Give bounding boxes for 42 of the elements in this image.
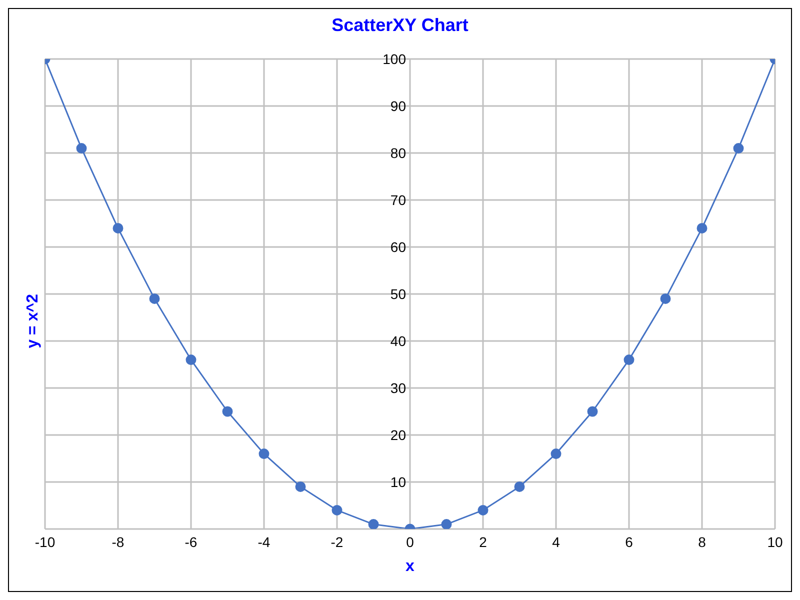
point (258, 448, 270, 460)
point (660, 293, 671, 304)
point (112, 222, 124, 234)
y-tick-label: 70 (390, 192, 406, 208)
x-axis-title: x (406, 558, 415, 575)
point (368, 519, 379, 529)
y-tick-label: 10 (390, 474, 406, 490)
y-tick-label: 30 (390, 380, 406, 396)
x-tick-label: -10 (34, 534, 56, 550)
x-tick-label: -6 (184, 534, 198, 550)
point (332, 504, 342, 516)
x-tick-label: 2 (479, 534, 488, 550)
point (550, 448, 562, 460)
point (587, 406, 598, 417)
y-tick-label: 50 (390, 286, 406, 302)
point (624, 354, 634, 366)
y-tick-label: 80 (390, 145, 406, 161)
y-tick-label: 40 (390, 333, 406, 349)
point (514, 481, 525, 492)
y-tick-label: 60 (390, 239, 406, 255)
point (222, 406, 233, 417)
x-tick-label: 4 (552, 534, 560, 550)
point (295, 481, 306, 492)
x-tick-label: -2 (330, 534, 344, 550)
x-tick-label: 8 (698, 534, 706, 550)
point (441, 519, 452, 529)
point (478, 504, 488, 516)
point (696, 222, 708, 234)
chart-title: ScatterXY Chart (330, 14, 470, 37)
point (76, 143, 87, 154)
point (149, 293, 160, 304)
x-tick-label: 0 (406, 534, 414, 550)
point (186, 354, 196, 366)
x-tick-label: 10 (767, 534, 783, 550)
point (733, 143, 744, 154)
x-tick-label: -8 (112, 534, 124, 550)
y-tick-label: 100 (382, 51, 406, 67)
x-tick-label: 6 (625, 534, 634, 550)
y-tick-label: 20 (390, 427, 406, 443)
y-axis-title: y = x^2 (24, 294, 42, 348)
x-tick-label: -4 (258, 534, 270, 550)
y-tick-label: 90 (390, 98, 406, 114)
